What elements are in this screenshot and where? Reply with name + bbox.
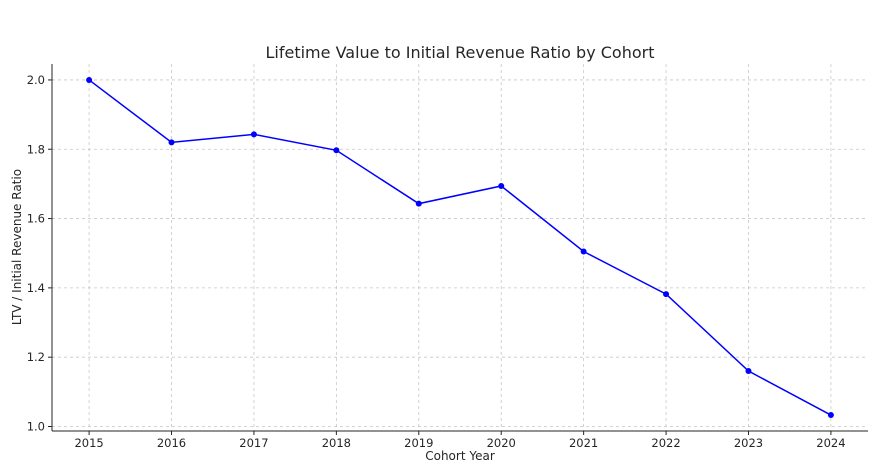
x-tick-label: 2019 bbox=[404, 436, 433, 450]
x-tick-label: 2024 bbox=[816, 436, 845, 450]
y-tick-label: 1.6 bbox=[27, 212, 45, 226]
series bbox=[86, 76, 834, 419]
data-point bbox=[663, 291, 670, 298]
y-tick-label: 1.0 bbox=[27, 419, 45, 433]
data-point bbox=[580, 248, 587, 255]
chart-title: Lifetime Value to Initial Revenue Ratio … bbox=[266, 43, 655, 62]
y-tick-label: 1.2 bbox=[27, 350, 45, 364]
y-tick-label: 1.4 bbox=[27, 281, 45, 295]
data-point bbox=[415, 200, 422, 207]
x-tick-label: 2018 bbox=[322, 436, 351, 450]
series-line bbox=[88, 79, 832, 416]
x-tick-label: 2023 bbox=[734, 436, 763, 450]
y-axis-label: LTV / Initial Revenue Ratio bbox=[10, 169, 24, 325]
x-tick-label: 2017 bbox=[239, 436, 268, 450]
y-tick-label: 2.0 bbox=[27, 73, 45, 87]
data-point bbox=[86, 76, 93, 83]
data-point bbox=[168, 139, 175, 146]
x-tick-label: 2015 bbox=[74, 436, 103, 450]
grid bbox=[52, 64, 868, 431]
x-tick-label: 2021 bbox=[569, 436, 598, 450]
x-tick-label: 2016 bbox=[157, 436, 186, 450]
x-ticks: 2015 2016 2017 2018 2019 2020 2021 2022 2023 2024 bbox=[74, 431, 846, 450]
data-point bbox=[333, 147, 340, 154]
x-tick-label: 2022 bbox=[651, 436, 680, 450]
data-point bbox=[745, 368, 752, 375]
data-point bbox=[250, 131, 257, 138]
axes bbox=[51, 64, 868, 432]
data-point bbox=[498, 182, 505, 189]
y-tick-label: 1.8 bbox=[27, 142, 45, 156]
data-point bbox=[827, 412, 834, 419]
y-ticks: 1.0 1.2 1.4 1.6 1.8 2.0 bbox=[27, 73, 52, 433]
x-axis-label: Cohort Year bbox=[425, 449, 495, 463]
x-tick-label: 2020 bbox=[487, 436, 516, 450]
